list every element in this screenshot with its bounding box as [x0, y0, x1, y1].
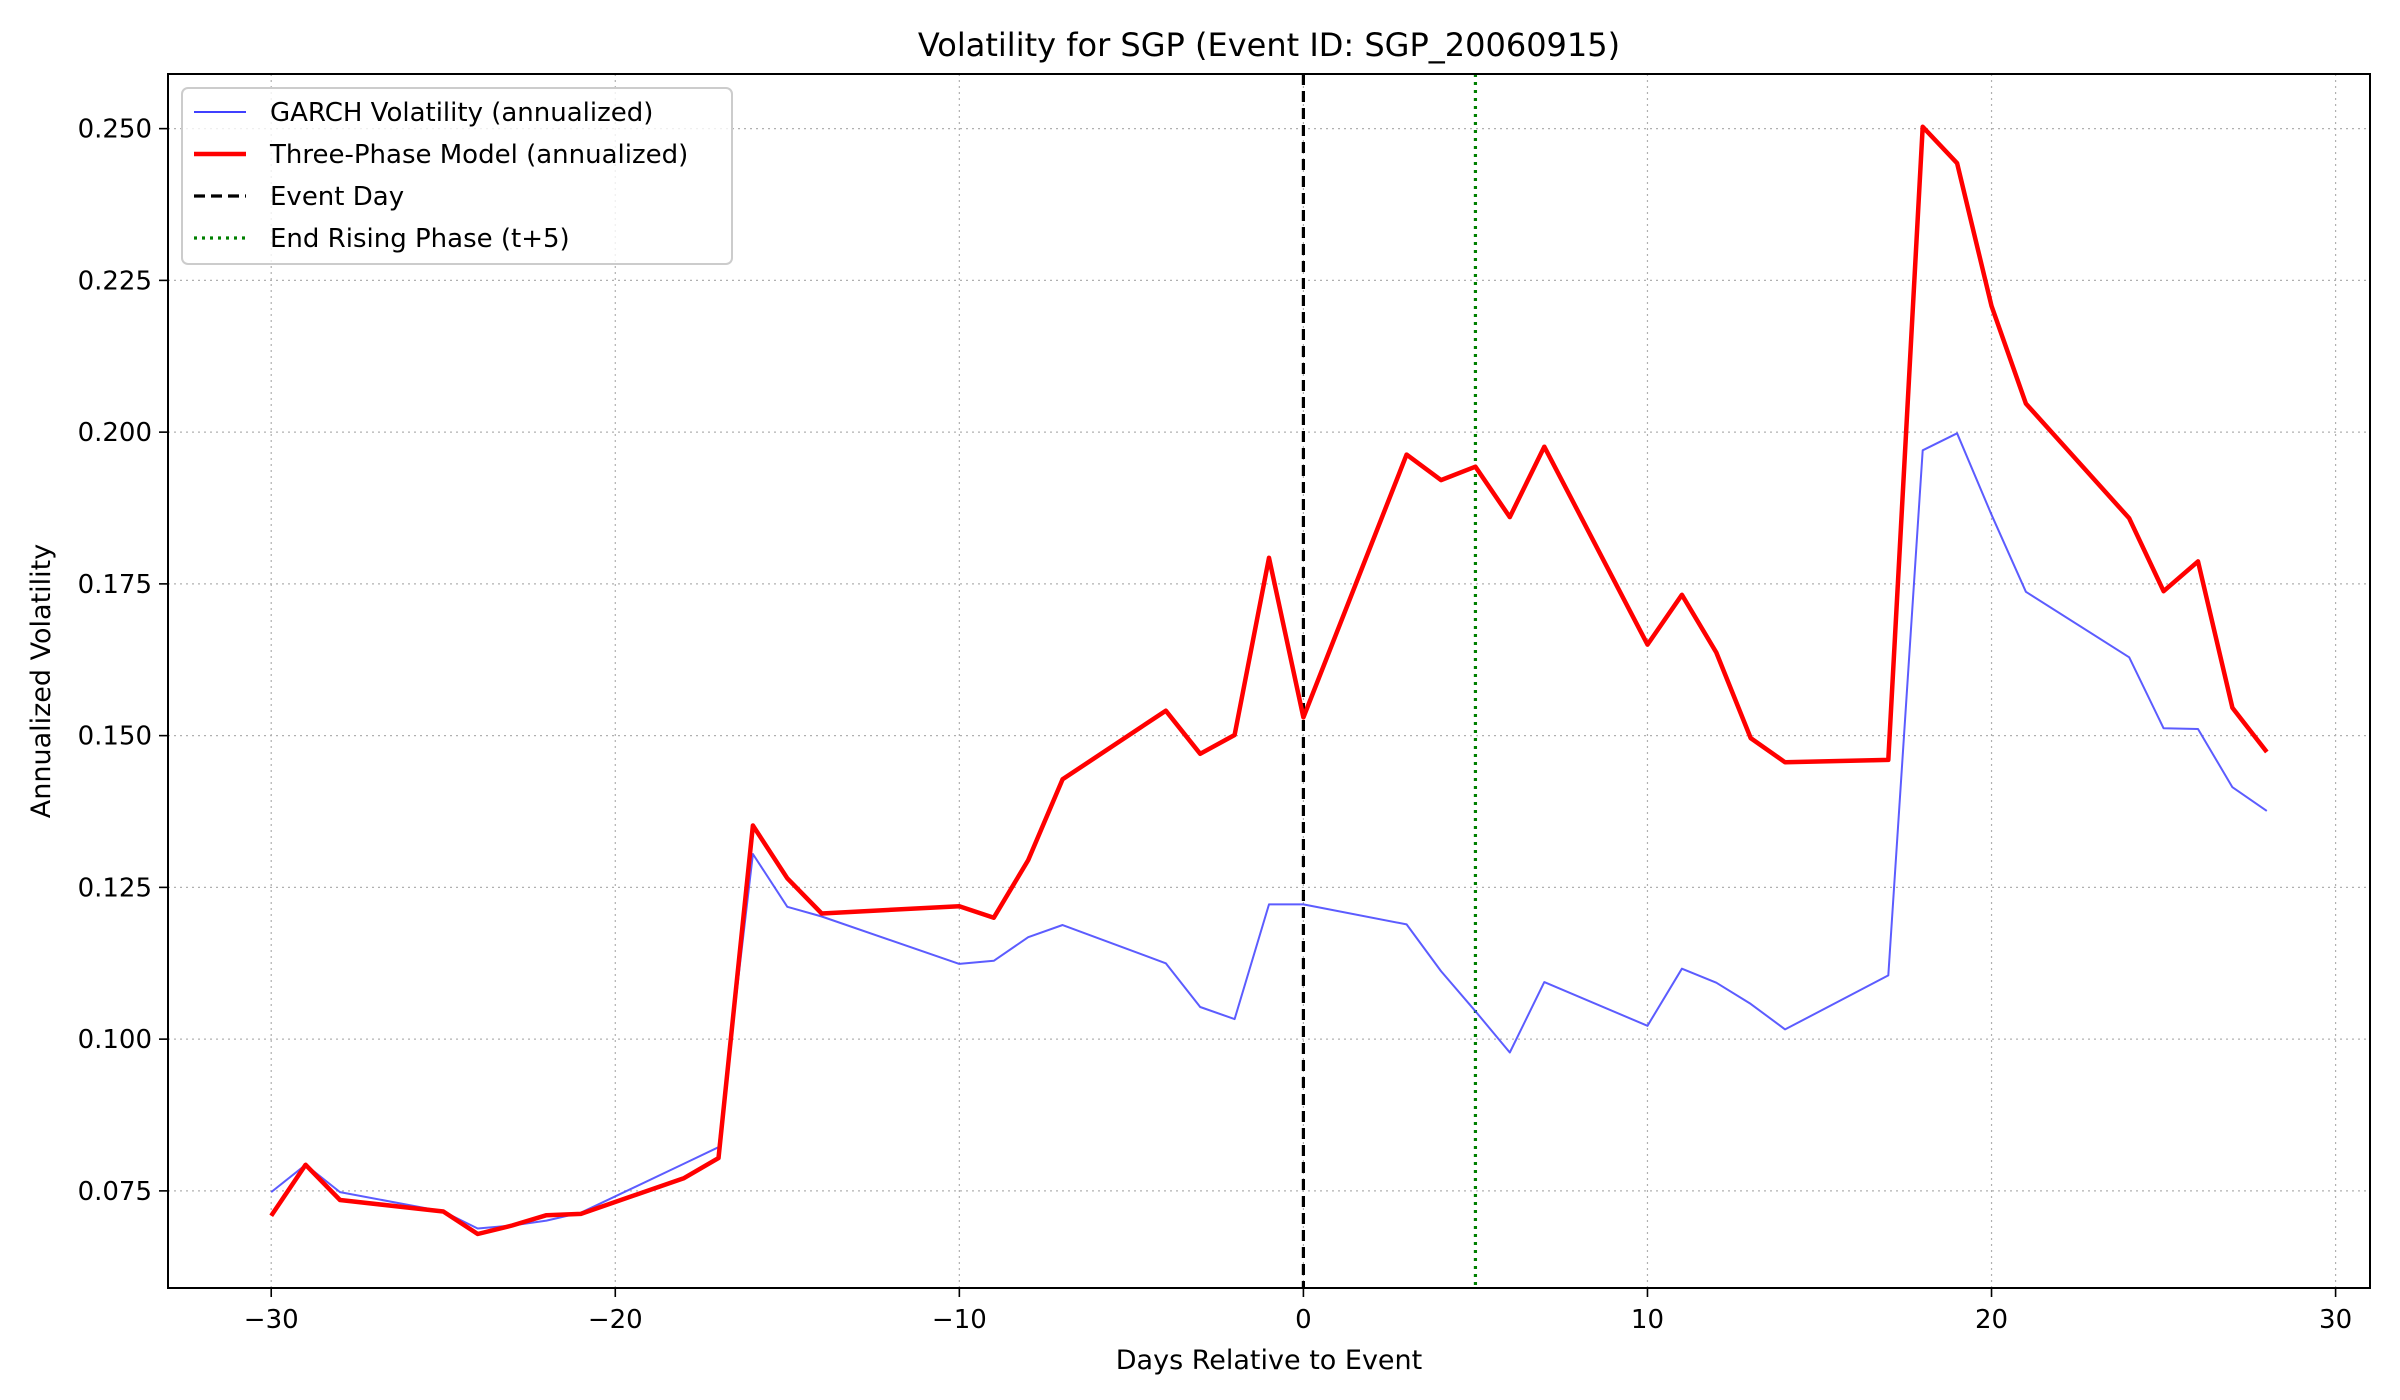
y-axis-ticks: 0.075 0.100 0.125 0.150 0.175 0.200 0.225 0.250 [78, 115, 168, 1207]
legend-garch-label: GARCH Volatility (annualized) [270, 98, 653, 128]
plot-frame [167, 73, 2371, 1289]
grid-lines [168, 74, 2370, 1288]
chart-title: Volatility for SGP (Event ID: SGP_200609… [918, 26, 1620, 64]
y-tick-label: 0.075 [78, 1177, 152, 1207]
x-tick-label: 0 [1295, 1305, 1312, 1335]
y-tick-label: 0.225 [78, 266, 152, 296]
legend-event-day-label: Event Day [270, 182, 404, 212]
y-tick-label: 0.250 [78, 115, 152, 145]
x-tick-label: −10 [932, 1305, 987, 1335]
y-tick-label: 0.175 [78, 570, 152, 600]
x-tick-label: 20 [1975, 1305, 2008, 1335]
series-lines [269, 124, 2269, 1237]
y-tick-label: 0.125 [78, 873, 152, 903]
x-tick-label: 30 [2319, 1305, 2352, 1335]
y-tick-label: 0.200 [78, 418, 152, 448]
legend-three-phase-label: Three-Phase Model (annualized) [269, 140, 688, 170]
y-tick-label: 0.100 [78, 1025, 152, 1055]
legend-end-rising-phase-label: End Rising Phase (t+5) [270, 224, 570, 254]
x-tick-label: 10 [1631, 1305, 1664, 1335]
x-tick-label: −20 [588, 1305, 643, 1335]
reference-lines [1301, 74, 1478, 1288]
x-axis-label: Days Relative to Event [1116, 1345, 1422, 1376]
legend: GARCH Volatility (annualized) Three-Phase… [181, 87, 733, 265]
x-axis-ticks: −30 −20 −10 0 10 20 30 [244, 1288, 2352, 1335]
x-tick-label: −30 [244, 1305, 299, 1335]
y-axis-label: Annualized Volatility [26, 544, 57, 818]
y-tick-label: 0.150 [78, 722, 152, 752]
legend-box [181, 87, 733, 265]
three-phase-model-line [269, 124, 2269, 1237]
garch-volatility-line [270, 432, 2268, 1230]
